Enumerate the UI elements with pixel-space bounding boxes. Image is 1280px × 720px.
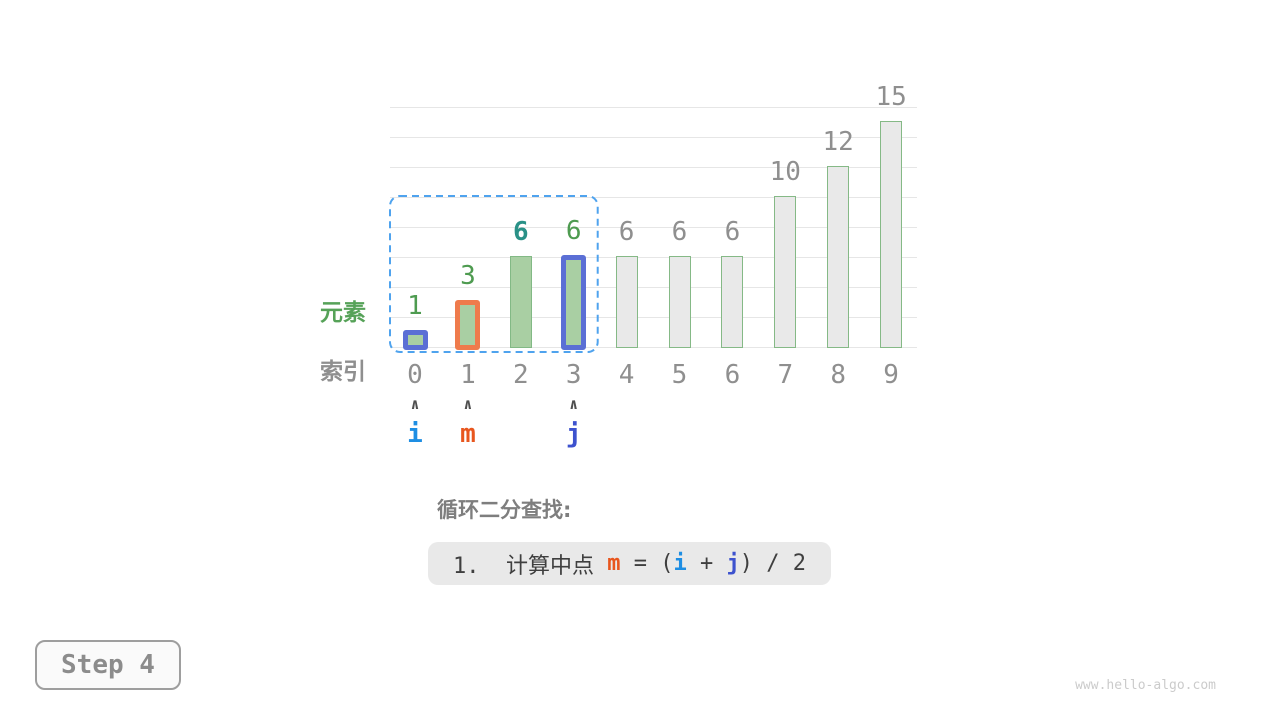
- pointer-label-i: i: [407, 419, 423, 449]
- formula-part: j: [726, 551, 740, 576]
- bar-value-label: 12: [822, 127, 854, 158]
- pointer-caret: ∧: [410, 395, 420, 413]
- bar: [668, 256, 691, 348]
- formula-part: i: [673, 551, 687, 576]
- formula-part: +: [686, 551, 727, 576]
- bar-value-label: 6: [724, 217, 741, 248]
- bar: [615, 256, 638, 348]
- index-label: 5: [671, 360, 688, 390]
- gridline: [390, 197, 917, 198]
- bar: [561, 254, 587, 350]
- index-label: 1: [460, 360, 476, 390]
- formula-part: 1. 计算中点: [453, 553, 608, 579]
- bar-value-label: 6: [565, 215, 582, 246]
- index-row-label: 索引: [320, 359, 366, 385]
- index-label: 3: [565, 360, 582, 390]
- index-label: 8: [830, 360, 847, 390]
- selection-range-box: [389, 195, 599, 353]
- index-label: 7: [777, 360, 794, 390]
- index-label: 6: [724, 360, 741, 390]
- bar: [880, 121, 903, 348]
- step-badge-label: Step 4: [61, 650, 155, 680]
- gridline: [390, 347, 917, 348]
- pointer-label-j: j: [565, 419, 582, 449]
- bar-value-label: 3: [460, 260, 476, 291]
- index-label: 4: [618, 360, 635, 390]
- index-label: 0: [407, 360, 423, 390]
- index-label: 9: [883, 360, 899, 390]
- bar-value-label: 6: [618, 217, 635, 248]
- watermark: www.hello-algo.com: [1075, 678, 1216, 693]
- pointer-caret: ∧: [569, 395, 579, 413]
- bar: [509, 256, 532, 348]
- bar-value-label: 6: [512, 217, 529, 248]
- formula-part: ) / 2: [739, 551, 806, 576]
- bar-value-label: 10: [769, 157, 801, 188]
- formula-part: = (: [620, 551, 674, 576]
- gridline: [390, 107, 917, 108]
- gridline: [390, 227, 917, 228]
- bar-value-label: 15: [875, 82, 907, 113]
- bar: [455, 299, 481, 350]
- bar: [402, 329, 428, 350]
- bar-value-label: 1: [407, 290, 423, 321]
- element-row-label: 元素: [320, 300, 366, 326]
- index-label: 2: [512, 360, 529, 390]
- gridline: [390, 287, 917, 288]
- gridline: [390, 137, 917, 138]
- gridline: [390, 167, 917, 168]
- bar-value-label: 6: [671, 217, 688, 248]
- gridline: [390, 257, 917, 258]
- gridline: [390, 317, 917, 318]
- step-badge: Step 4: [35, 640, 181, 690]
- bar: [721, 256, 744, 348]
- caption-heading: 循环二分查找:: [437, 498, 572, 522]
- pointer-caret: ∧: [463, 395, 473, 413]
- pointer-label-m: m: [460, 419, 476, 449]
- bar: [827, 166, 850, 348]
- bar: [774, 196, 797, 348]
- formula-box: 1. 计算中点 m = (i + j) / 2: [428, 542, 831, 585]
- formula-part: m: [607, 551, 621, 576]
